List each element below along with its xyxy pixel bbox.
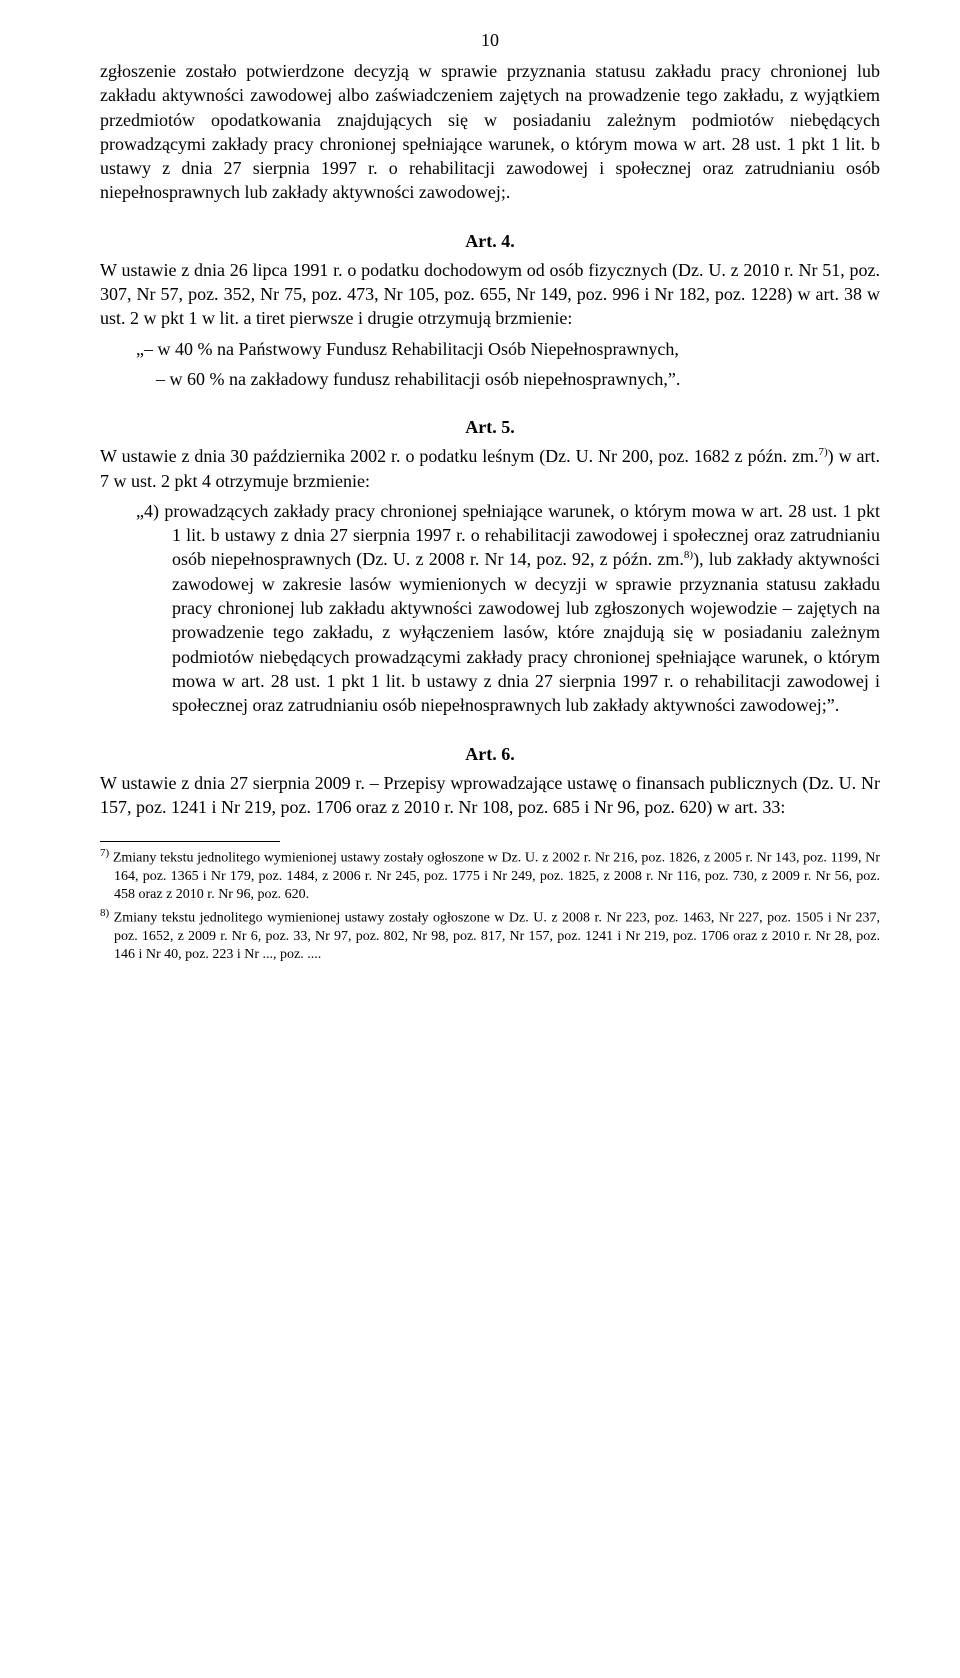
footnote-ref-7: 7) [819, 446, 828, 458]
document-page: 10 zgłoszenie zostało potwierdzone decyz… [0, 0, 960, 1007]
footnote-8-marker: 8) [100, 907, 109, 919]
article-5-point-part2: ), lub zakłady aktywności zawodowej w za… [172, 549, 880, 715]
article-4-tiret-1: „– w 40 % na Państwowy Fundusz Rehabilit… [136, 337, 880, 361]
article-4-tiret-2: – w 60 % na zakładowy fundusz rehabilita… [156, 367, 880, 391]
article-6-heading: Art. 6. [100, 744, 880, 765]
footnote-8: 8) Zmiany tekstu jednolitego wymienionej… [100, 906, 880, 964]
page-number: 10 [100, 30, 880, 51]
footnote-separator [100, 841, 280, 842]
footnote-ref-8: 8) [684, 549, 693, 561]
article-5-intro-part1: W ustawie z dnia 30 października 2002 r.… [100, 446, 819, 466]
footnote-8-text: Zmiany tekstu jednolitego wymienionej us… [109, 911, 880, 962]
article-5-intro: W ustawie z dnia 30 października 2002 r.… [100, 444, 880, 493]
article-4-intro: W ustawie z dnia 26 lipca 1991 r. o poda… [100, 258, 880, 331]
footnote-7: 7) Zmiany tekstu jednolitego wymienionej… [100, 846, 880, 904]
article-6-paragraph: W ustawie z dnia 27 sierpnia 2009 r. – P… [100, 771, 880, 820]
article-5-point-4: „4) prowadzących zakłady pracy chronione… [136, 499, 880, 718]
article-5-point-prefix: „4) [136, 501, 164, 521]
footnote-7-marker: 7) [100, 847, 109, 859]
top-paragraph: zgłoszenie zostało potwierdzone decyzją … [100, 59, 880, 205]
article-4-heading: Art. 4. [100, 231, 880, 252]
article-5-heading: Art. 5. [100, 417, 880, 438]
footnote-7-text: Zmiany tekstu jednolitego wymienionej us… [109, 851, 880, 902]
